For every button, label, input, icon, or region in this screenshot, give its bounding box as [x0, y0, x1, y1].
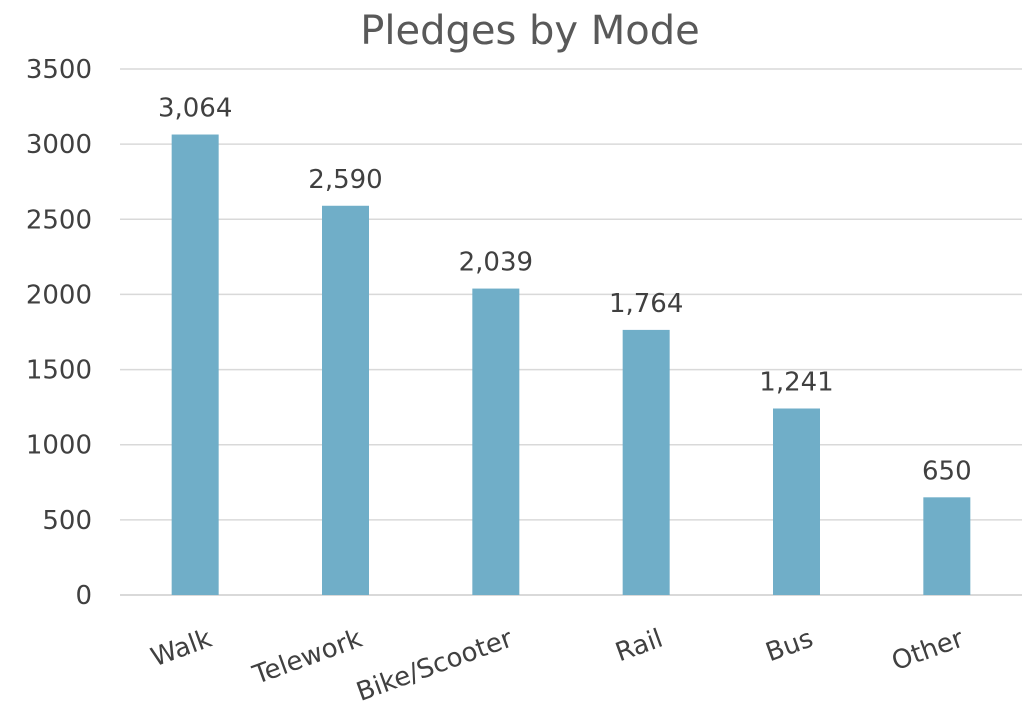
bar — [622, 329, 670, 595]
bar — [472, 288, 520, 595]
y-tick-label: 500 — [42, 506, 92, 536]
x-tick-label: Rail — [612, 624, 667, 669]
y-tick-label: 0 — [75, 581, 92, 611]
data-label: 3,064 — [158, 94, 232, 124]
bar — [171, 134, 219, 595]
chart-title: Pledges by Mode — [360, 8, 700, 54]
y-tick-label: 3500 — [26, 55, 92, 85]
y-tick-label: 2000 — [26, 280, 92, 310]
y-axis-ticks: 0 500 1000 1500 2000 2500 3000 3500 — [26, 55, 92, 611]
x-tick-label: Bus — [762, 624, 817, 669]
y-tick-label: 1000 — [26, 431, 92, 461]
y-tick-label: 3000 — [26, 130, 92, 160]
data-label: 2,590 — [308, 165, 382, 195]
y-tick-label: 1500 — [26, 356, 92, 386]
x-tick-label: Walk — [147, 624, 216, 673]
y-tick-label: 2500 — [26, 205, 92, 235]
data-label: 2,039 — [459, 248, 533, 278]
bar — [923, 497, 971, 595]
gridlines — [120, 68, 1022, 596]
bar — [773, 408, 820, 595]
x-tick-label: Telework — [248, 624, 366, 691]
bars — [171, 134, 971, 595]
data-label: 1,241 — [759, 367, 833, 397]
data-label: 1,764 — [609, 289, 683, 319]
data-labels: 3,064 2,590 2,039 1,764 1,241 650 — [158, 94, 972, 487]
data-label: 650 — [922, 456, 972, 486]
x-tick-label: Other — [888, 624, 968, 678]
bar — [322, 205, 369, 595]
x-tick-label: Bike/Scooter — [353, 624, 517, 708]
